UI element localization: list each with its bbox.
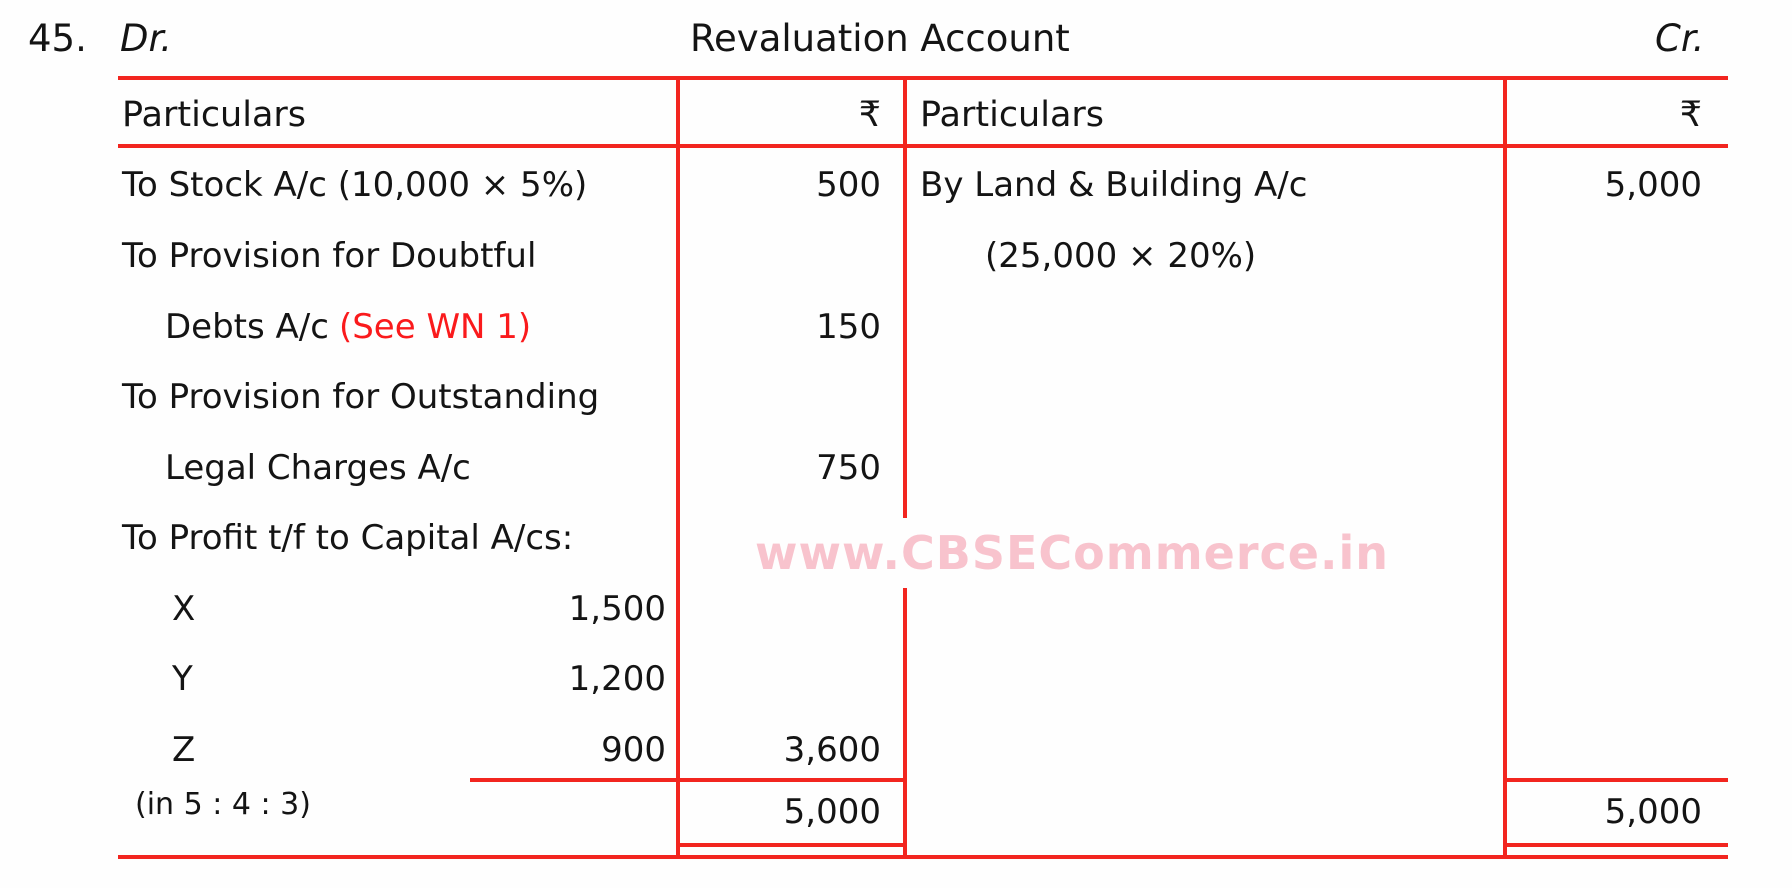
debit-partner-x: X (172, 589, 196, 629)
debit-amount: 150 (816, 307, 881, 347)
credit-total-underline (1503, 843, 1728, 847)
debit-amount: 750 (816, 448, 881, 488)
debit-sub-amount: 1,200 (568, 659, 666, 699)
debit-partner-y: Y (172, 659, 193, 699)
page-title: Revaluation Account (690, 17, 1070, 60)
header-top-rule (118, 76, 1728, 80)
center-divider (903, 76, 907, 859)
left-amount-divider (676, 76, 680, 859)
header-bottom-rule (118, 144, 1728, 148)
debit-partner-z: Z (172, 730, 196, 770)
cr-label: Cr. (1655, 17, 1705, 60)
table-bottom-rule (118, 855, 1728, 859)
debit-row-text: To Profit t/f to Capital A/cs: (122, 518, 574, 558)
debit-sub-amount: 1,500 (568, 589, 666, 629)
question-number: 45. (28, 17, 87, 60)
dr-label: Dr. (120, 17, 173, 60)
debit-row-text: Legal Charges A/c (165, 448, 471, 488)
credit-subtotal-rule (1503, 778, 1728, 782)
credit-total: 5,000 (1604, 792, 1702, 832)
debit-row-text: To Stock A/c (10,000 × 5%) (122, 165, 588, 205)
credit-row-text: (25,000 × 20%) (985, 236, 1257, 276)
see-wn-note: (See WN 1) (338, 307, 532, 347)
column-header-particulars-right: Particulars (920, 95, 1105, 135)
site-watermark: www.CBSECommerce.in (700, 518, 1444, 588)
debit-row-text: To Provision for Outstanding (122, 377, 600, 417)
debit-subtotal-rule (470, 778, 907, 782)
credit-row-text: By Land & Building A/c (920, 165, 1308, 205)
rupee-symbol-right: ₹ (1679, 95, 1702, 135)
rupee-symbol-left: ₹ (858, 95, 881, 135)
credit-amount: 5,000 (1604, 165, 1702, 205)
right-amount-divider (1503, 76, 1507, 859)
debit-row-text: Debts A/c (See WN 1) (165, 292, 531, 362)
debit-amount: 3,600 (783, 730, 881, 770)
debit-row-text-main: Debts A/c (165, 307, 329, 347)
debit-ratio-note: (in 5 : 4 : 3) (135, 787, 311, 822)
debit-total-underline (676, 843, 907, 847)
debit-amount: 500 (816, 165, 881, 205)
debit-total: 5,000 (783, 792, 881, 832)
column-header-particulars-left: Particulars (122, 95, 307, 135)
debit-sub-amount: 900 (601, 730, 666, 770)
debit-row-text: To Provision for Doubtful (122, 236, 537, 276)
